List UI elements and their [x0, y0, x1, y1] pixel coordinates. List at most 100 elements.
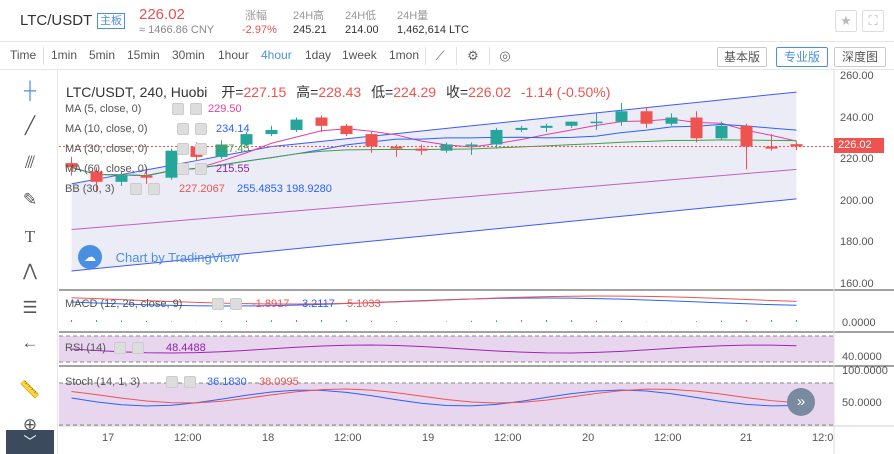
time-tick: 17 — [102, 432, 115, 444]
depth-chart-button[interactable]: 深度图 — [834, 47, 886, 67]
fullscreen-icon[interactable]: ⛶ — [862, 10, 884, 32]
chart-title: LTC/USDT, 240, Huobi — [66, 84, 208, 100]
candle-body — [640, 111, 653, 124]
last-price-marker: 226.02 — [834, 138, 884, 153]
candle-body — [290, 119, 303, 130]
rsi-label[interactable]: RSI (14) — [65, 342, 106, 354]
candle-body — [90, 171, 103, 182]
close-icon[interactable] — [195, 123, 207, 135]
ma60-label[interactable]: MA (60, close, 0) — [65, 163, 148, 175]
eye-icon[interactable] — [114, 342, 126, 354]
ma10-value: 234.14 — [216, 123, 250, 135]
star-icon[interactable]: ★ — [835, 10, 857, 32]
bb-upper-value: 255.4853 — [237, 183, 283, 195]
eye-icon[interactable] — [212, 298, 224, 310]
bb-lower-value: 198.9280 — [286, 183, 332, 195]
interval-30min[interactable]: 30min — [172, 48, 205, 62]
candle-body — [765, 146, 778, 149]
ruler-icon[interactable]: 📏 — [19, 380, 41, 399]
stat-value-change: -2.97% — [242, 24, 277, 36]
interval-1day[interactable]: 1day — [305, 48, 332, 62]
candle-body — [165, 150, 178, 178]
eye-icon[interactable] — [130, 183, 142, 195]
interval-15min[interactable]: 15min — [127, 48, 160, 62]
macd-line-value: 3.2117 — [302, 298, 335, 310]
ma10-label[interactable]: MA (10, close, 0) — [65, 123, 148, 135]
pattern-icon[interactable]: ⋀ — [23, 261, 37, 280]
candle-body — [140, 175, 153, 178]
candle-body — [715, 125, 728, 139]
price-chart[interactable] — [59, 70, 894, 454]
close-icon[interactable] — [132, 342, 144, 354]
close-icon[interactable] — [148, 183, 160, 195]
candle-body — [490, 129, 503, 145]
close-icon[interactable] — [184, 376, 196, 388]
high-label: 高= — [296, 84, 319, 100]
ma30-label[interactable]: MA (30, close, 0) — [65, 143, 148, 155]
cny-price: ≈ 1466.86 CNY — [139, 24, 215, 36]
stoch-d-value: 38.0995 — [259, 376, 299, 388]
stoch-band — [59, 383, 834, 425]
chart-toolbar: Time 1min 5min 15min 30min 1hour 4hour 1… — [0, 43, 894, 70]
settings-icon[interactable]: ⚙ — [467, 48, 479, 63]
close-icon[interactable] — [230, 298, 242, 310]
candle-body — [565, 121, 578, 126]
screenshot-icon[interactable]: ◎ — [499, 48, 511, 63]
eye-icon[interactable] — [166, 376, 178, 388]
macd-signal-value: 5.1033 — [347, 298, 381, 310]
interval-1min[interactable]: 1min — [51, 48, 78, 62]
collapse-toolbar-button[interactable]: ﹀ — [6, 430, 54, 454]
ma5-label[interactable]: MA (5, close, 0) — [65, 103, 142, 115]
scroll-to-latest-button[interactable]: » — [787, 388, 815, 416]
interval-1mon[interactable]: 1mon — [389, 48, 420, 62]
pitchfork-icon[interactable]: ⫻ — [24, 153, 36, 172]
chart-type-icon[interactable]: ⟋ — [435, 48, 445, 63]
zoom-in-icon[interactable]: ⊕ — [22, 415, 38, 434]
time-tick: 12:00 — [334, 432, 362, 444]
price-tick: 220.00 — [840, 153, 874, 165]
close-icon[interactable] — [190, 103, 202, 115]
brush-icon[interactable]: ✎ — [22, 190, 38, 209]
candle-body — [215, 144, 228, 157]
close-icon[interactable] — [195, 163, 207, 175]
price-tick: 260.00 — [840, 70, 874, 82]
low-value: 224.29 — [393, 84, 437, 100]
pro-view-button[interactable]: 专业版 — [776, 47, 828, 67]
candle-body — [265, 129, 278, 135]
stoch-label[interactable]: Stoch (14, 1, 3) — [65, 376, 141, 388]
time-tick: 19 — [422, 432, 435, 444]
bb-label[interactable]: BB (30, 3) — [65, 183, 115, 195]
tradingview-watermark[interactable]: ☁ Chart by TradingView — [78, 245, 240, 269]
crosshair-icon[interactable]: ┼ — [23, 81, 37, 100]
eye-icon[interactable] — [172, 103, 184, 115]
trendline-icon[interactable]: ╱ — [24, 116, 36, 135]
ticker-header: LTC/USDT 主板 226.02 ≈ 1466.86 CNY 涨幅 -2.9… — [0, 0, 894, 42]
drawing-toolbar: ┼ ╱ ⫻ ✎ T ⋀ ☰ ← 📏 ⊕ ﹀ — [0, 70, 58, 454]
text-tool-icon[interactable]: T — [24, 227, 36, 246]
basic-view-button[interactable]: 基本版 — [717, 47, 767, 67]
interval-5min[interactable]: 5min — [89, 48, 116, 62]
candle-body — [790, 144, 803, 147]
eye-icon[interactable] — [177, 123, 189, 135]
candle-body — [615, 111, 628, 122]
candle-body — [690, 117, 703, 139]
candle-body — [390, 146, 403, 149]
interval-time[interactable]: Time — [10, 48, 37, 62]
eye-icon[interactable] — [177, 163, 189, 175]
interval-4hour[interactable]: 4hour — [261, 48, 292, 62]
interval-1hour[interactable]: 1hour — [218, 48, 249, 62]
fibonacci-icon[interactable]: ☰ — [22, 298, 38, 317]
macd-label[interactable]: MACD (12, 26, close, 9) — [65, 298, 183, 310]
eye-icon[interactable] — [177, 143, 189, 155]
candle-body — [590, 121, 603, 124]
ma30-value: 227.45 — [216, 143, 250, 155]
interval-1week[interactable]: 1week — [342, 48, 377, 62]
close-icon[interactable] — [195, 143, 207, 155]
candle-body — [540, 125, 553, 128]
pair-name[interactable]: LTC/USDT — [20, 12, 93, 29]
back-arrow-icon[interactable]: ← — [21, 333, 39, 352]
candle-body — [365, 134, 378, 147]
stat-value-volume: 1,462,614 LTC — [397, 24, 469, 36]
low-label: 低= — [371, 84, 394, 100]
time-tick: 20 — [582, 432, 595, 444]
